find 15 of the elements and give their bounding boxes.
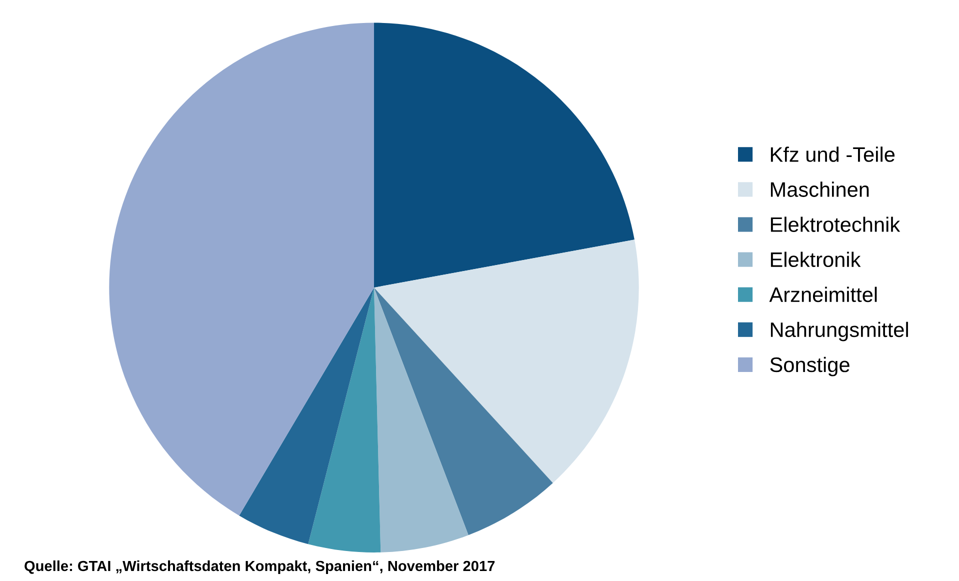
pie-slice: [374, 22, 634, 288]
legend-label: Nahrungsmittel: [770, 322, 908, 342]
pie-slice: [374, 240, 639, 483]
legend-label: Kfz und -Teile: [770, 146, 895, 162]
pie-slice: [109, 22, 374, 516]
legend-label: Arzneimittel: [769, 286, 877, 302]
legend-label: Elektrotechnik: [770, 216, 900, 232]
legend-label: Sonstige: [770, 356, 850, 376]
pie-slice: [308, 288, 381, 552]
pie-slice: [374, 288, 468, 552]
pie-slice: [374, 288, 553, 536]
legend-label: Maschinen: [770, 182, 869, 197]
legend-label: Elektronik: [770, 252, 861, 268]
pie-slice: [239, 288, 374, 544]
source-note: Quelle: GTAI „Wirtschaftsdaten Kompakt, Spanien“, November 2017: [24, 560, 495, 574]
